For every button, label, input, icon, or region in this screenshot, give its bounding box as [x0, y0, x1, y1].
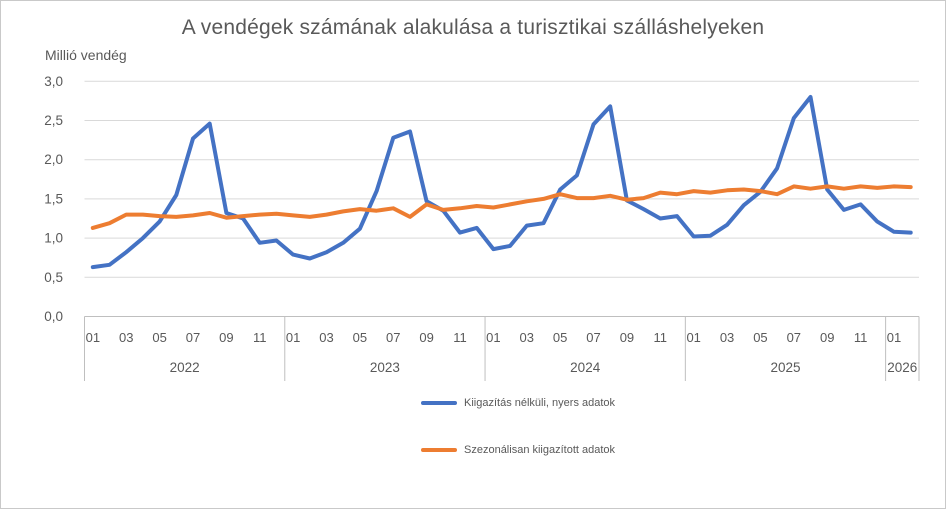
x-axis: [84, 316, 920, 381]
month-tick-label: 03: [119, 330, 133, 345]
y-tick-label: 2,0: [44, 152, 63, 167]
month-tick-label: 01: [86, 330, 100, 345]
y-tick-label: 0,0: [44, 309, 63, 324]
month-tick-label: 05: [553, 330, 567, 345]
month-tick-label: 07: [586, 330, 600, 345]
seasonally-adjusted-line: [90, 184, 913, 230]
y-axis-title: Millió vendég: [45, 47, 127, 63]
month-tick-label: 07: [186, 330, 200, 345]
month-tick-label: 01: [486, 330, 500, 345]
y-tick-label: 0,5: [44, 270, 63, 285]
y-tick-label: 1,5: [44, 191, 63, 206]
month-tick-label: 05: [753, 330, 767, 345]
month-tick-label: 01: [887, 330, 901, 345]
year-label: 2024: [570, 360, 601, 375]
month-tick-label: 11: [854, 330, 868, 345]
x-axis-month-labels: 01 03 05 07 09 11 01 03 05 07 09 11 01 03 05 07 09 11 01 03…: [86, 330, 902, 345]
month-tick-label: 09: [219, 330, 233, 345]
legend-item-raw-data: Kiigazítás nélküli, nyers adatok: [421, 397, 615, 409]
month-tick-label: 09: [820, 330, 834, 345]
month-tick-label: 07: [787, 330, 801, 345]
month-tick-label: 09: [620, 330, 634, 345]
seasonally-adjusted-line-swatch: [421, 448, 457, 452]
year-label: 2025: [770, 360, 800, 375]
month-tick-label: 11: [654, 330, 668, 345]
chart-title: A vendégek számának alakulása a turiszti…: [181, 16, 765, 39]
legend-label-seasonally-adjusted: Szezonálisan kiigazított adatok: [464, 444, 616, 456]
month-tick-label: 05: [152, 330, 166, 345]
chart-legend: Kiigazítás nélküli, nyers adatok Szezoná…: [421, 397, 615, 456]
year-label: 2026: [887, 360, 917, 375]
raw-data-line: [90, 95, 913, 270]
month-tick-label: 01: [686, 330, 700, 345]
month-tick-label: 11: [453, 330, 467, 345]
year-label: 2022: [170, 360, 200, 375]
month-tick-label: 09: [419, 330, 433, 345]
month-tick-label: 03: [720, 330, 734, 345]
month-tick-label: 07: [386, 330, 400, 345]
y-tick-label: 2,5: [44, 113, 63, 128]
y-axis-labels: 0,0 0,5 1,0 1,5 2,0 2,5 3,0: [44, 74, 63, 324]
month-tick-label: 05: [353, 330, 367, 345]
year-label: 2023: [370, 360, 400, 375]
x-axis-year-labels: 2022 2023 2024 2025 2026: [170, 360, 918, 375]
month-tick-label: 03: [319, 330, 333, 345]
month-tick-label: 01: [286, 330, 300, 345]
y-tick-label: 3,0: [44, 74, 63, 89]
month-tick-label: 03: [520, 330, 534, 345]
raw-data-line-swatch: [421, 401, 457, 405]
legend-label-raw-data: Kiigazítás nélküli, nyers adatok: [464, 397, 616, 409]
month-tick-label: 11: [253, 330, 267, 345]
y-tick-label: 1,0: [44, 231, 63, 246]
legend-item-seasonally-adjusted: Szezonálisan kiigazított adatok: [421, 444, 615, 456]
